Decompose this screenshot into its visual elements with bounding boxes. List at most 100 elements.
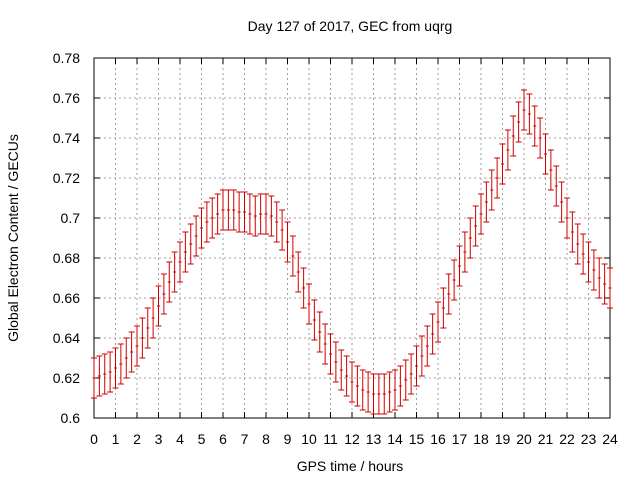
y-tick-label: 0.6 — [61, 410, 81, 426]
data-point — [429, 313, 436, 355]
data-point — [225, 189, 232, 231]
data-point — [564, 197, 570, 239]
data-point — [128, 331, 135, 373]
y-tick-label: 0.7 — [61, 210, 81, 226]
data-point — [451, 259, 458, 301]
data-point — [354, 365, 361, 407]
data-point — [542, 133, 549, 175]
data-point — [252, 195, 259, 237]
x-tick-label: 19 — [495, 431, 511, 447]
data-point — [171, 251, 178, 293]
data-point — [580, 233, 587, 275]
data-point — [547, 149, 554, 191]
data-point — [203, 201, 210, 243]
data-point — [494, 157, 501, 199]
y-tick-label: 0.72 — [53, 170, 80, 186]
x-tick-label: 6 — [219, 431, 227, 447]
data-point — [123, 337, 130, 379]
data-point — [499, 143, 506, 185]
data-point — [375, 373, 382, 415]
data-point — [483, 181, 490, 223]
data-point — [370, 373, 377, 415]
data-point — [166, 261, 173, 303]
data-point — [279, 209, 286, 251]
data-point — [96, 355, 103, 397]
data-point — [424, 325, 431, 367]
data-point — [150, 297, 157, 339]
grid — [94, 58, 610, 418]
data-point — [306, 283, 312, 325]
data-point — [590, 249, 597, 291]
x-tick-label: 13 — [366, 431, 382, 447]
data-point — [365, 371, 372, 413]
x-tick-label: 2 — [133, 431, 141, 447]
data-point — [418, 335, 425, 377]
data-point — [311, 299, 318, 341]
data-point — [461, 231, 468, 273]
x-tick-label: 20 — [516, 431, 532, 447]
x-tick-label: 8 — [262, 431, 270, 447]
data-point — [155, 285, 162, 327]
data-point — [117, 343, 124, 385]
data-point — [230, 189, 237, 231]
data-point — [413, 345, 420, 387]
data-point — [263, 193, 269, 235]
data-point — [381, 373, 388, 415]
x-tick-label: 16 — [430, 431, 446, 447]
data-point — [139, 317, 146, 359]
data-point — [101, 353, 108, 395]
data-point — [134, 325, 140, 367]
data-point — [273, 201, 280, 243]
data-point — [187, 223, 194, 265]
data-point — [246, 193, 253, 235]
data-point — [408, 353, 415, 395]
x-tick-label: 18 — [473, 431, 489, 447]
data-point — [510, 115, 517, 157]
gec-series — [91, 89, 613, 415]
data-point — [300, 267, 307, 309]
chart-title: Day 127 of 2017, GEC from uqrg — [248, 18, 453, 34]
data-point — [91, 357, 97, 399]
x-tick-label: 5 — [198, 431, 206, 447]
data-point — [521, 89, 527, 131]
data-point — [295, 251, 302, 293]
data-point — [472, 205, 479, 247]
x-tick-label: 23 — [581, 431, 597, 447]
data-point — [177, 241, 183, 283]
data-point — [537, 117, 544, 159]
data-point — [241, 191, 248, 233]
data-point — [209, 197, 216, 239]
data-point — [392, 369, 398, 411]
data-point — [107, 351, 114, 393]
data-point — [467, 217, 474, 259]
x-tick-label: 21 — [538, 431, 554, 447]
data-point — [585, 241, 592, 283]
x-tick-label: 24 — [602, 431, 618, 447]
x-tick-label: 12 — [344, 431, 360, 447]
y-tick-label: 0.76 — [53, 90, 80, 106]
data-point — [322, 323, 329, 365]
x-tick-label: 14 — [387, 431, 403, 447]
data-point — [284, 221, 291, 263]
data-point — [440, 287, 447, 329]
data-point — [386, 371, 393, 413]
y-tick-label: 0.78 — [53, 50, 80, 66]
data-point — [488, 169, 495, 211]
x-tick-label: 17 — [452, 431, 468, 447]
data-point — [144, 307, 151, 349]
x-tick-label: 4 — [176, 431, 184, 447]
x-tick-label: 15 — [409, 431, 425, 447]
data-point — [359, 369, 366, 411]
data-point — [504, 129, 511, 171]
data-point — [338, 349, 345, 391]
data-point — [397, 365, 404, 407]
x-tick-label: 7 — [241, 431, 249, 447]
data-point — [112, 347, 119, 389]
data-point — [160, 273, 167, 315]
data-point — [569, 211, 576, 253]
data-point — [515, 101, 522, 143]
data-point — [349, 361, 355, 403]
data-point — [553, 165, 560, 207]
y-tick-label: 0.66 — [53, 290, 80, 306]
data-point — [214, 193, 221, 235]
